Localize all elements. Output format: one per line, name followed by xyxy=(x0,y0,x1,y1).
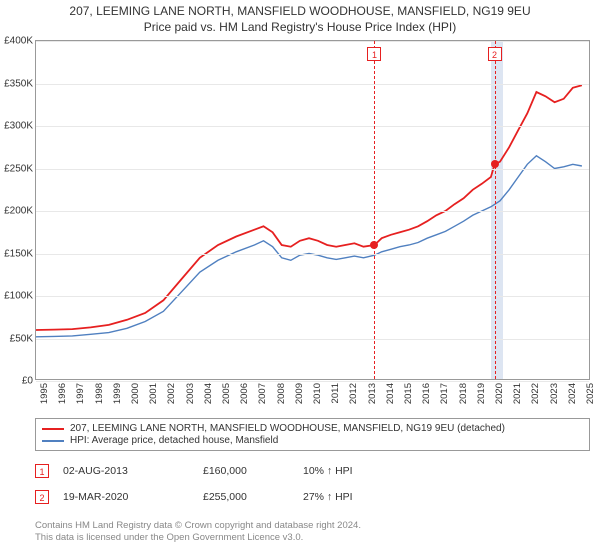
x-axis-label: 2001 xyxy=(148,383,159,404)
sale-row-2: 2 19-MAR-2020 £255,000 27% ↑ HPI xyxy=(35,490,590,504)
x-axis-label: 2018 xyxy=(458,383,469,404)
sale-marker-box-1: 1 xyxy=(367,47,381,61)
sale-vline-2 xyxy=(495,41,496,379)
y-axis-label: £350K xyxy=(1,78,33,89)
chart-area: £0£50K£100K£150K£200K£250K£300K£350K£400… xyxy=(35,40,595,410)
gridline-h xyxy=(36,211,589,212)
x-axis-label: 2015 xyxy=(403,383,414,404)
gridline-h xyxy=(36,169,589,170)
gridline-h xyxy=(36,339,589,340)
sale-pct-1: 10% ↑ HPI xyxy=(303,465,483,477)
legend-label: 207, LEEMING LANE NORTH, MANSFIELD WOODH… xyxy=(70,423,505,434)
x-axis-label: 2022 xyxy=(530,383,541,404)
x-axis-label: 2020 xyxy=(494,383,505,404)
x-axis-label: 1999 xyxy=(112,383,123,404)
legend-swatch xyxy=(42,440,64,442)
title-subtitle: Price paid vs. HM Land Registry's House … xyxy=(0,20,600,34)
x-axis-label: 1998 xyxy=(94,383,105,404)
x-axis-label: 2002 xyxy=(166,383,177,404)
y-axis-label: £400K xyxy=(1,36,33,47)
y-axis-label: £100K xyxy=(1,291,33,302)
y-axis-label: £200K xyxy=(1,206,33,217)
sale-date-2: 19-MAR-2020 xyxy=(63,491,203,503)
x-axis-label: 2007 xyxy=(257,383,268,404)
series-price_paid xyxy=(36,85,582,330)
x-axis-label: 2019 xyxy=(476,383,487,404)
x-axis-label: 2004 xyxy=(203,383,214,404)
x-axis-label: 1997 xyxy=(75,383,86,404)
gridline-h xyxy=(36,254,589,255)
sale-price-2: £255,000 xyxy=(203,491,303,503)
sale-pct-2: 27% ↑ HPI xyxy=(303,491,483,503)
plot-box: £0£50K£100K£150K£200K£250K£300K£350K£400… xyxy=(35,40,590,380)
x-axis-label: 2006 xyxy=(239,383,250,404)
x-axis-label: 2000 xyxy=(130,383,141,404)
y-axis-label: £0 xyxy=(1,376,33,387)
x-axis-label: 2005 xyxy=(221,383,232,404)
title-address: 207, LEEMING LANE NORTH, MANSFIELD WOODH… xyxy=(0,4,600,18)
legend-row: 207, LEEMING LANE NORTH, MANSFIELD WOODH… xyxy=(42,423,583,434)
sale-vline-1 xyxy=(374,41,375,379)
x-axis-label: 2021 xyxy=(512,383,523,404)
legend-row: HPI: Average price, detached house, Mans… xyxy=(42,435,583,446)
x-axis-label: 1995 xyxy=(39,383,50,404)
sale-price-1: £160,000 xyxy=(203,465,303,477)
sale-dot-2 xyxy=(491,160,499,168)
x-axis-label: 2010 xyxy=(312,383,323,404)
y-axis-label: £150K xyxy=(1,248,33,259)
y-axis-label: £250K xyxy=(1,163,33,174)
x-axis-label: 2014 xyxy=(385,383,396,404)
footer-line1: Contains HM Land Registry data © Crown c… xyxy=(35,520,590,532)
sale-marker-2: 2 xyxy=(35,490,49,504)
gridline-h xyxy=(36,41,589,42)
y-axis-label: £50K xyxy=(1,333,33,344)
sale-date-1: 02-AUG-2013 xyxy=(63,465,203,477)
x-axis-label: 2024 xyxy=(567,383,578,404)
gridline-h xyxy=(36,296,589,297)
x-axis-label: 2023 xyxy=(549,383,560,404)
sale-marker-box-2: 2 xyxy=(488,47,502,61)
title-block: 207, LEEMING LANE NORTH, MANSFIELD WOODH… xyxy=(0,0,600,36)
x-axis-label: 1996 xyxy=(57,383,68,404)
x-axis-label: 2013 xyxy=(367,383,378,404)
gridline-h xyxy=(36,84,589,85)
gridline-h xyxy=(36,381,589,382)
x-axis-label: 2016 xyxy=(421,383,432,404)
y-axis-label: £300K xyxy=(1,121,33,132)
x-axis-label: 2011 xyxy=(330,383,341,403)
x-axis-label: 2012 xyxy=(348,383,359,404)
legend-swatch xyxy=(42,428,64,430)
chart-container: 207, LEEMING LANE NORTH, MANSFIELD WOODH… xyxy=(0,0,600,560)
x-axis-label: 2017 xyxy=(439,383,450,404)
legend-box: 207, LEEMING LANE NORTH, MANSFIELD WOODH… xyxy=(35,418,590,451)
x-axis-label: 2009 xyxy=(294,383,305,404)
sale-marker-1: 1 xyxy=(35,464,49,478)
x-axis-label: 2008 xyxy=(276,383,287,404)
footer-line2: This data is licensed under the Open Gov… xyxy=(35,532,590,544)
gridline-h xyxy=(36,126,589,127)
x-axis-label: 2003 xyxy=(185,383,196,404)
sale-dot-1 xyxy=(370,241,378,249)
footer-text: Contains HM Land Registry data © Crown c… xyxy=(35,520,590,545)
x-axis-label: 2025 xyxy=(585,383,596,404)
legend-label: HPI: Average price, detached house, Mans… xyxy=(70,435,278,446)
series-hpi xyxy=(36,156,582,337)
sale-row-1: 1 02-AUG-2013 £160,000 10% ↑ HPI xyxy=(35,464,590,478)
